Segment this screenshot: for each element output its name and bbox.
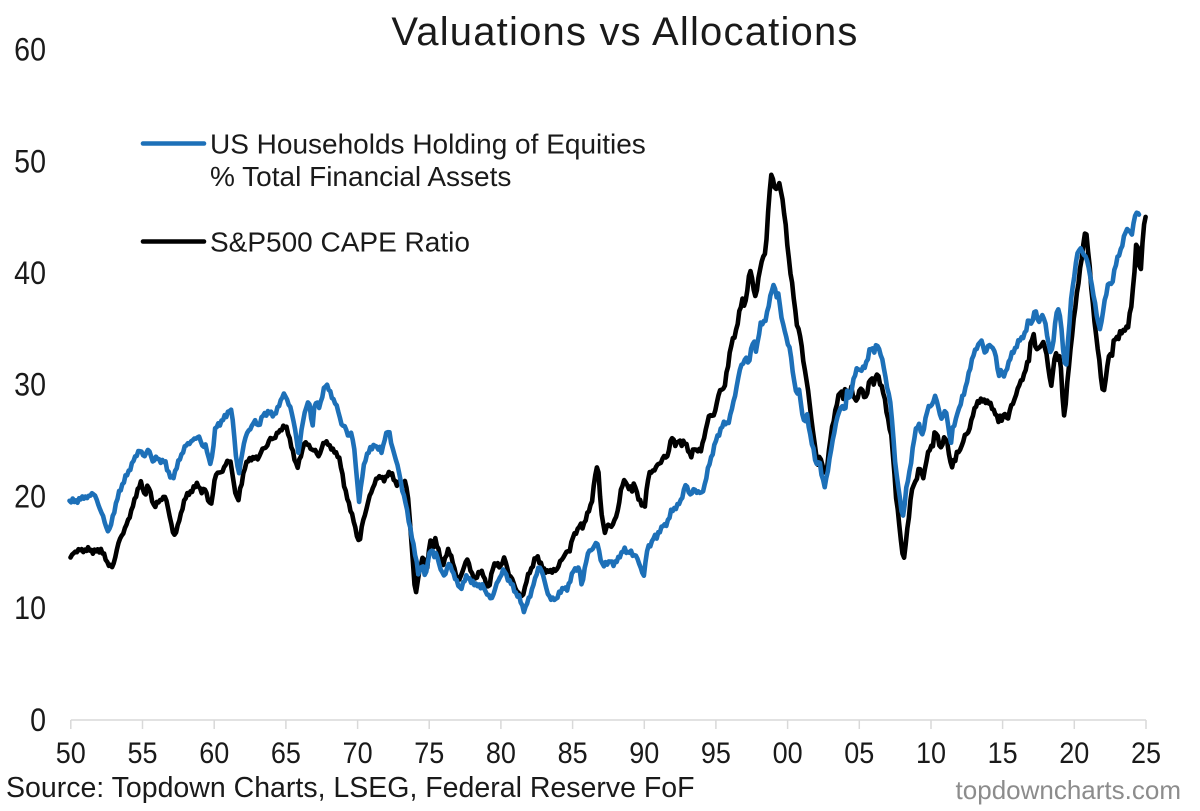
svg-text:US Households Holding of Equit: US Households Holding of Equities [210, 129, 646, 160]
svg-text:25: 25 [1131, 737, 1161, 771]
svg-text:55: 55 [127, 737, 157, 771]
svg-text:05: 05 [844, 737, 874, 771]
svg-text:75: 75 [414, 737, 444, 771]
svg-text:90: 90 [629, 737, 659, 771]
svg-text:S&P500 CAPE Ratio: S&P500 CAPE Ratio [210, 227, 470, 258]
svg-text:50: 50 [56, 737, 86, 771]
svg-text:10: 10 [14, 590, 46, 626]
svg-text:60: 60 [14, 32, 46, 68]
svg-text:70: 70 [343, 737, 373, 771]
svg-text:topdowncharts.com: topdowncharts.com [956, 775, 1181, 805]
svg-text:0: 0 [30, 702, 46, 738]
svg-text:65: 65 [271, 737, 301, 771]
svg-text:00: 00 [773, 737, 803, 771]
svg-text:% Total Financial Assets: % Total Financial Assets [210, 161, 511, 192]
svg-text:60: 60 [199, 737, 229, 771]
svg-text:80: 80 [486, 737, 516, 771]
svg-text:95: 95 [701, 737, 731, 771]
svg-text:20: 20 [1059, 737, 1089, 771]
svg-text:50: 50 [14, 144, 46, 180]
svg-text:40: 40 [14, 255, 46, 291]
svg-text:Source: Topdown Charts, LSEG,: Source: Topdown Charts, LSEG, Federal Re… [6, 772, 695, 804]
svg-text:85: 85 [558, 737, 588, 771]
svg-text:20: 20 [14, 479, 46, 515]
svg-text:30: 30 [14, 367, 46, 403]
svg-text:10: 10 [916, 737, 946, 771]
svg-text:Valuations vs Allocations: Valuations vs Allocations [391, 10, 858, 54]
svg-text:15: 15 [988, 737, 1018, 771]
